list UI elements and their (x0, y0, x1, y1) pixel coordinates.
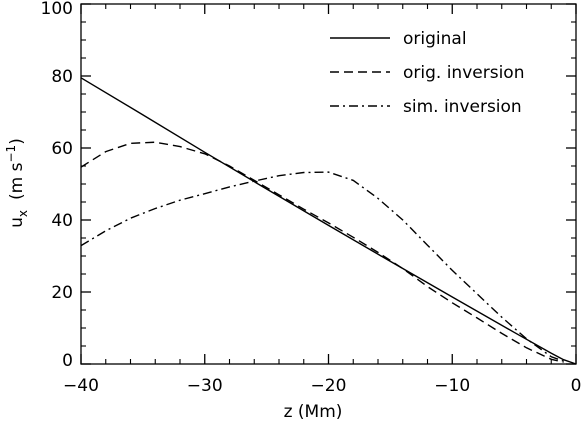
y-tick-label: 100 (41, 0, 73, 19)
x-tick-label: 0 (571, 376, 582, 396)
x-tick-label: −20 (311, 376, 347, 396)
plot-area-border (80, 3, 577, 365)
y-tick-label: 60 (51, 139, 73, 159)
y-axis-label-close: ) (7, 138, 27, 145)
y-axis-label-units: (m s (7, 162, 27, 200)
x-tick-label: −10 (434, 376, 470, 396)
series-line-2 (80, 171, 564, 362)
y-axis-label-sub: x (16, 210, 30, 217)
y-tick-label: 0 (62, 351, 73, 371)
svg-text:ux(m s−1): ux (m s−1) (4, 138, 30, 228)
x-axis-label: z (Mm) (284, 402, 343, 422)
legend-label-0: original (403, 29, 467, 49)
series-line-0 (80, 77, 577, 365)
series-line-1 (80, 141, 564, 363)
y-axis-label-sup: −1 (4, 145, 18, 163)
x-tick-label: −30 (187, 376, 223, 396)
legend-label-2: sim. inversion (403, 97, 522, 117)
axis-ticks: −40 −30 −20 −10 0 0 20 40 60 80 100 (41, 0, 582, 396)
legend: original orig. inversion sim. inversion (330, 29, 524, 117)
y-tick-label: 20 (51, 283, 73, 303)
x-tick-label: −40 (63, 376, 99, 396)
data-series (80, 77, 577, 365)
plot-frame (80, 3, 577, 365)
y-axis-label: ux (m s−1) (4, 138, 30, 228)
y-tick-label: 40 (51, 211, 73, 231)
y-tick-label: 80 (51, 67, 73, 87)
y-axis-label-main: u (7, 217, 27, 228)
legend-label-1: orig. inversion (403, 63, 524, 83)
